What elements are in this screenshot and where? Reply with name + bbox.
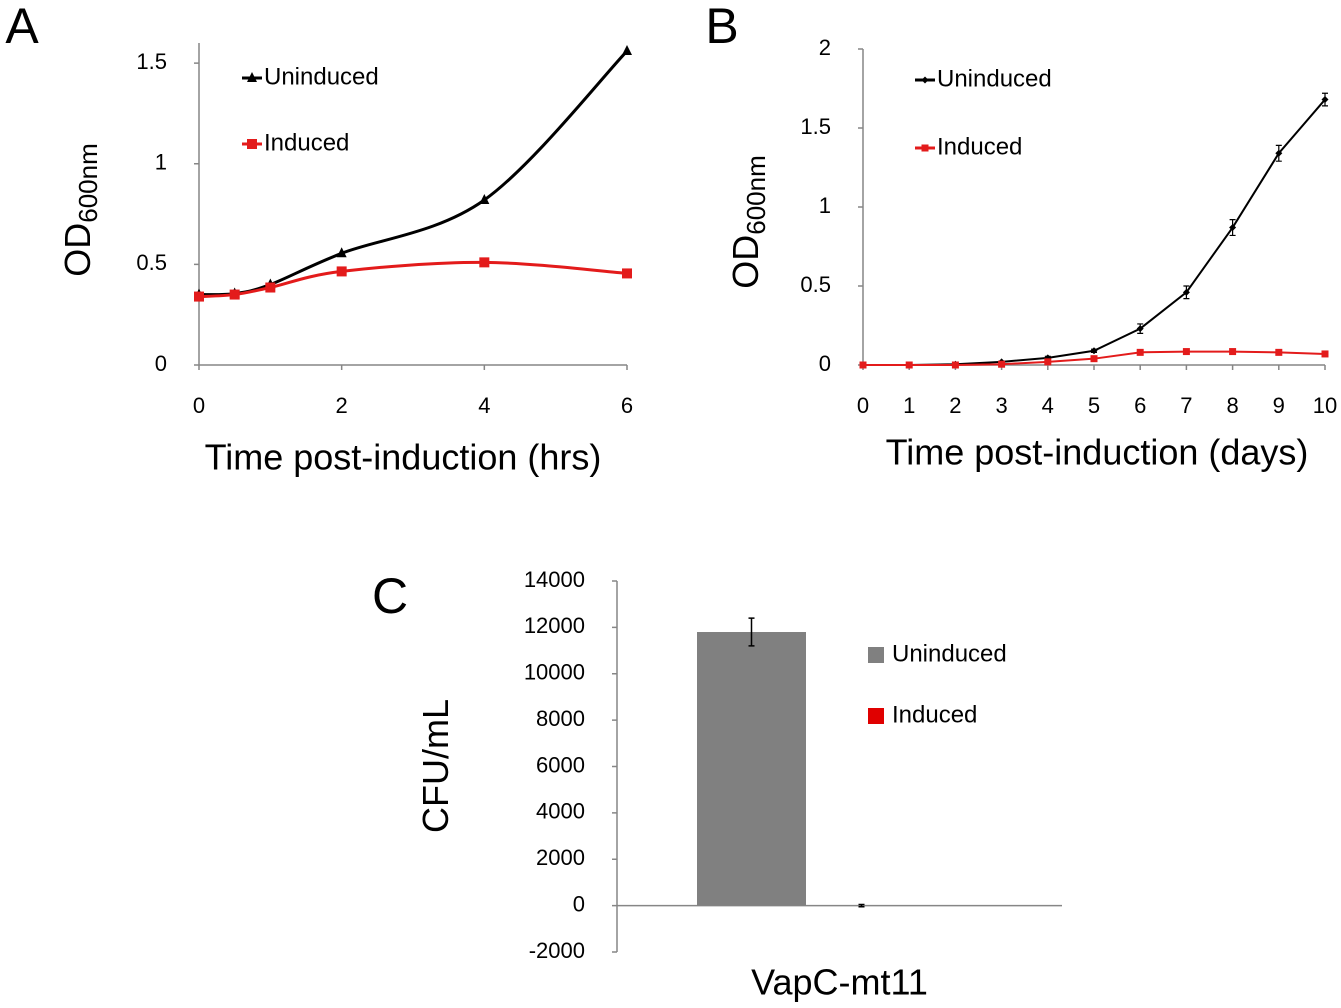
marker: [247, 139, 257, 149]
x-axis-title: Time post-induction (hrs): [205, 437, 602, 478]
marker: [859, 361, 867, 369]
legend-label: Uninduced: [892, 640, 1007, 667]
y-tick-label: 8000: [536, 706, 585, 731]
x-tick-label: 2: [336, 393, 348, 418]
panel-label: A: [5, 0, 39, 54]
x-tick-label: 4: [478, 393, 490, 418]
legend-swatch: [868, 708, 884, 724]
y-tick-label: 0.5: [136, 250, 167, 275]
y-tick-label: -2000: [529, 938, 585, 963]
legend-label: Induced: [892, 701, 977, 728]
panel-label: B: [705, 0, 738, 54]
marker: [998, 360, 1006, 368]
legend-label: Induced: [264, 129, 349, 156]
marker: [1229, 348, 1237, 356]
y-tick-label: 0: [155, 351, 167, 376]
marker: [1182, 288, 1190, 296]
legend-label: Uninduced: [264, 63, 379, 90]
y-axis-title-main: CFU/mL: [415, 699, 456, 833]
marker: [336, 247, 347, 258]
series-line: [198, 260, 628, 299]
y-axis-title-main: OD: [725, 235, 766, 289]
x-tick-label: VapC-mt11: [751, 962, 928, 1003]
marker: [905, 361, 913, 369]
marker: [1275, 348, 1283, 356]
panel-label: C: [372, 568, 408, 624]
x-tick-label: 1: [903, 393, 915, 418]
marker: [1136, 348, 1144, 356]
y-axis-title-sub: 600nm: [741, 155, 771, 235]
marker: [1275, 149, 1283, 157]
y-tick-label: 0.5: [800, 272, 831, 297]
x-tick-label: 10: [1313, 393, 1337, 418]
y-tick-label: 0: [819, 351, 831, 376]
series-line: [863, 98, 1326, 366]
x-tick-label: 9: [1273, 393, 1285, 418]
marker: [265, 282, 276, 293]
y-tick-label: 2000: [536, 845, 585, 870]
y-tick-label: 1: [819, 193, 831, 218]
y-axis-title: OD600nm: [57, 143, 103, 277]
x-tick-label: 6: [1134, 393, 1146, 418]
x-tick-label: 8: [1226, 393, 1238, 418]
legend-swatch: [868, 647, 884, 663]
legend-label: Induced: [937, 133, 1022, 160]
y-tick-label: 1.5: [136, 49, 167, 74]
y-tick-label: 2: [819, 35, 831, 60]
y-axis-title-main: OD: [57, 223, 98, 277]
x-tick-label: 6: [621, 393, 633, 418]
y-axis-title-sub: 600nm: [73, 143, 103, 223]
x-axis-title: Time post-induction (days): [886, 432, 1309, 473]
x-tick-label: 0: [193, 393, 205, 418]
legend-label: Uninduced: [937, 65, 1052, 92]
x-tick-label: 3: [995, 393, 1007, 418]
x-tick-label: 7: [1180, 393, 1192, 418]
x-tick-label: 0: [857, 393, 869, 418]
marker: [921, 144, 929, 152]
marker: [229, 289, 240, 300]
marker: [622, 45, 632, 56]
marker: [951, 361, 959, 369]
marker: [336, 266, 347, 277]
y-tick-label: 12000: [524, 613, 585, 638]
y-tick-label: 1.5: [800, 114, 831, 139]
marker: [1182, 348, 1190, 356]
y-tick-label: 4000: [536, 799, 585, 824]
y-tick-label: 0: [573, 891, 585, 916]
marker: [247, 72, 257, 82]
marker: [1136, 325, 1144, 333]
marker: [1321, 350, 1329, 358]
marker: [622, 268, 632, 279]
marker: [1321, 96, 1329, 104]
x-tick-label: 2: [949, 393, 961, 418]
y-tick-label: 1: [155, 150, 167, 175]
marker: [479, 193, 490, 204]
y-axis-title: OD600nm: [725, 155, 771, 289]
error-bar: [748, 617, 755, 647]
y-tick-label: 14000: [524, 567, 585, 592]
marker: [194, 291, 204, 302]
marker: [479, 257, 490, 268]
marker: [1090, 347, 1098, 355]
x-tick-label: 5: [1088, 393, 1100, 418]
y-tick-label: 6000: [536, 752, 585, 777]
error-bar: [858, 903, 865, 908]
marker: [1044, 358, 1052, 366]
marker: [1090, 355, 1098, 363]
x-tick-label: 4: [1042, 393, 1054, 418]
y-axis-title: CFU/mL: [415, 699, 456, 833]
y-tick-label: 10000: [524, 660, 585, 685]
marker: [1229, 224, 1237, 232]
marker: [921, 76, 929, 84]
bar: [697, 632, 806, 906]
